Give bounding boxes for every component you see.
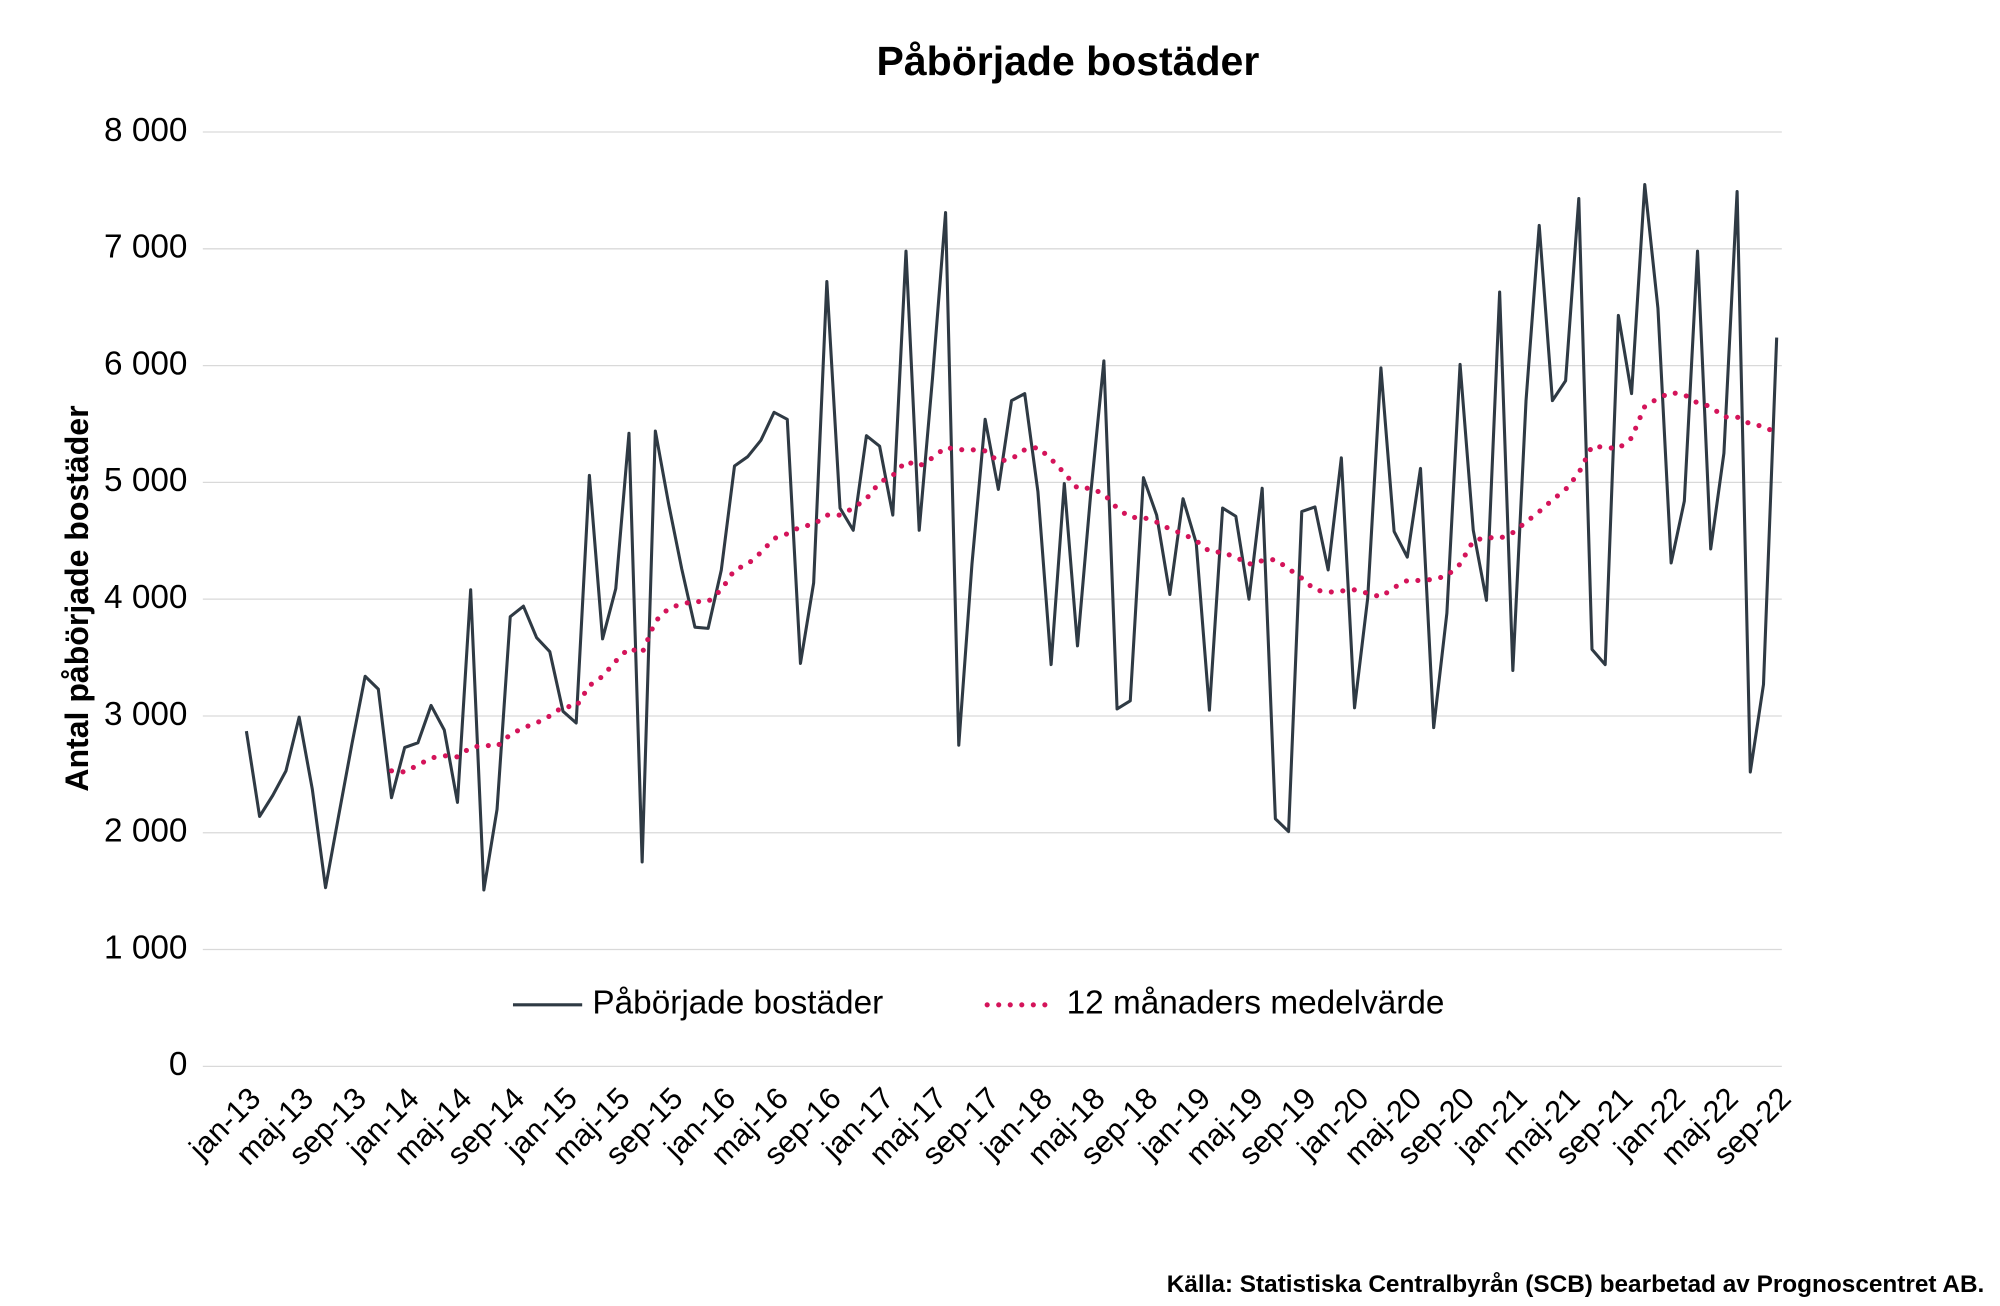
y-tick-label: 8 000 [104,112,187,149]
y-tick-label: 0 [169,1046,188,1083]
y-tick-label: 4 000 [104,579,187,616]
source-note: Källa: Statistiska Centralbyrån (SCB) be… [1167,1271,1985,1298]
legend-label: 12 månaders medelvärde [1067,985,1445,1022]
series-line [244,183,1779,892]
legend-label: Påbörjade bostäder [592,985,883,1022]
y-tick-label: 6 000 [104,345,187,382]
y-tick-label: 5 000 [104,462,187,499]
y-tick-label: 3 000 [104,696,187,733]
y-tick-label: 2 000 [104,813,187,850]
y-tick-label: 1 000 [104,929,187,966]
y-tick-label: 7 000 [104,229,187,266]
chart-title: Påbörjade bostäder [877,38,1260,84]
y-axis-label: Antal påbörjade bostäder [59,405,95,791]
